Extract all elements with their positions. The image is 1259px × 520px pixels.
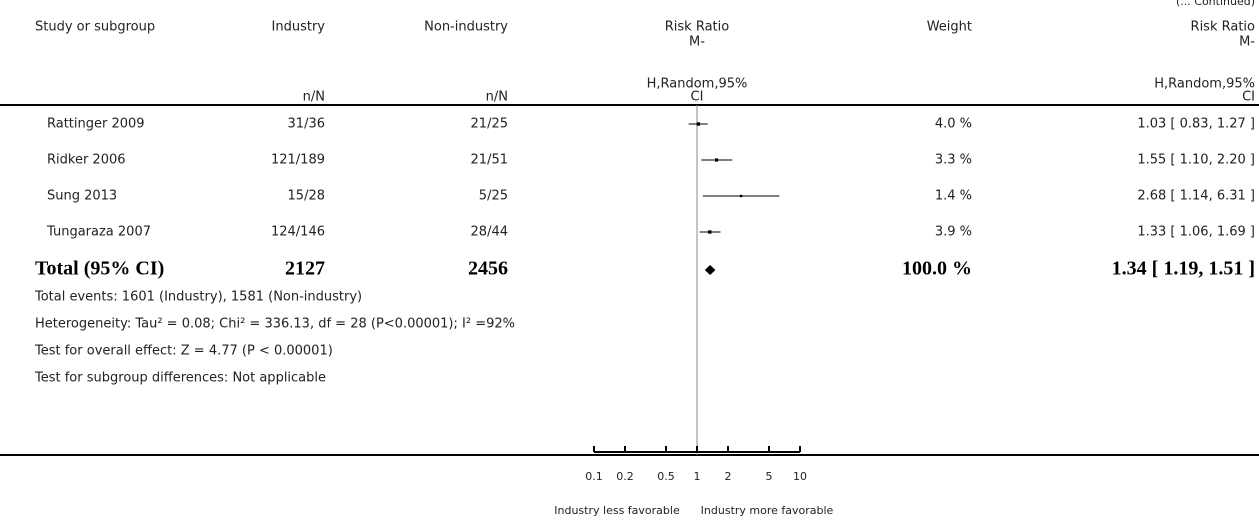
industry-count: 124/146 [271, 225, 325, 240]
point-estimate [708, 230, 712, 234]
weight: 3.9 % [935, 225, 972, 240]
header-rr: Risk Ratio [1191, 20, 1256, 35]
x-tick-label: 0.2 [616, 470, 634, 483]
header-non-industry-sub: n/N [486, 90, 508, 105]
header-rr: H,Random,95% [1154, 77, 1255, 92]
footnote: Test for subgroup differences: Not appli… [34, 371, 326, 386]
header-rr: M- [1239, 35, 1255, 50]
header-weight: Weight [927, 20, 972, 35]
study-name: Tungaraza 2007 [46, 225, 151, 240]
non-industry-count: 21/51 [471, 153, 508, 168]
header-rr-plot: M- [689, 35, 705, 50]
industry-count: 31/36 [288, 117, 325, 132]
x-tick-label: 0.5 [657, 470, 675, 483]
header-industry: Industry [272, 20, 326, 35]
non-industry-count: 28/44 [471, 225, 508, 240]
rr-label: 1.55 [ 1.10, 2.20 ] [1137, 153, 1255, 168]
header-study: Study or subgroup [35, 20, 155, 35]
x-label-left: Industry less favorable [554, 504, 680, 517]
continued-label: (... Continued) [1176, 0, 1255, 8]
rr-label: 1.03 [ 0.83, 1.27 ] [1137, 117, 1255, 132]
non-industry-count: 21/25 [471, 117, 508, 132]
rr-label: 2.68 [ 1.14, 6.31 ] [1137, 189, 1255, 204]
header-non-industry: Non-industry [424, 20, 508, 35]
total-weight: 100.0 % [902, 258, 972, 280]
non-industry-count: 5/25 [479, 189, 508, 204]
header-industry-sub: n/N [303, 90, 325, 105]
point-estimate [696, 122, 701, 126]
x-tick-label: 1 [694, 470, 701, 483]
study-name: Sung 2013 [47, 189, 117, 204]
header-rr-plot: CI [691, 90, 704, 105]
header-rr: CI [1242, 90, 1255, 105]
point-estimate [739, 194, 743, 198]
study-name: Rattinger 2009 [47, 117, 145, 132]
point-estimate [715, 158, 719, 162]
x-tick-label: 5 [765, 470, 772, 483]
x-tick-label: 2 [725, 470, 732, 483]
total-diamond [704, 265, 716, 275]
x-label-right: Industry more favorable [701, 504, 834, 517]
study-name: Ridker 2006 [47, 153, 126, 168]
header-rr-plot: Risk Ratio [665, 20, 730, 35]
footnote: Heterogeneity: Tau² = 0.08; Chi² = 336.1… [35, 317, 515, 332]
weight: 1.4 % [935, 189, 972, 204]
total-non-industry: 2456 [468, 258, 508, 280]
x-tick-label: 0.1 [585, 470, 603, 483]
total-name: Total (95% CI) [35, 258, 164, 280]
total-industry: 2127 [285, 258, 325, 280]
footnote: Test for overall effect: Z = 4.77 (P < 0… [34, 344, 333, 359]
weight: 3.3 % [935, 153, 972, 168]
rr-label: 1.33 [ 1.06, 1.69 ] [1137, 225, 1255, 240]
x-tick-label: 10 [793, 470, 807, 483]
industry-count: 15/28 [288, 189, 325, 204]
weight: 4.0 % [935, 117, 972, 132]
header-rr-plot: H,Random,95% [647, 77, 748, 92]
industry-count: 121/189 [271, 153, 325, 168]
footnote: Total events: 1601 (Industry), 1581 (Non… [34, 290, 362, 305]
total-rr-label: 1.34 [ 1.19, 1.51 ] [1112, 258, 1255, 280]
